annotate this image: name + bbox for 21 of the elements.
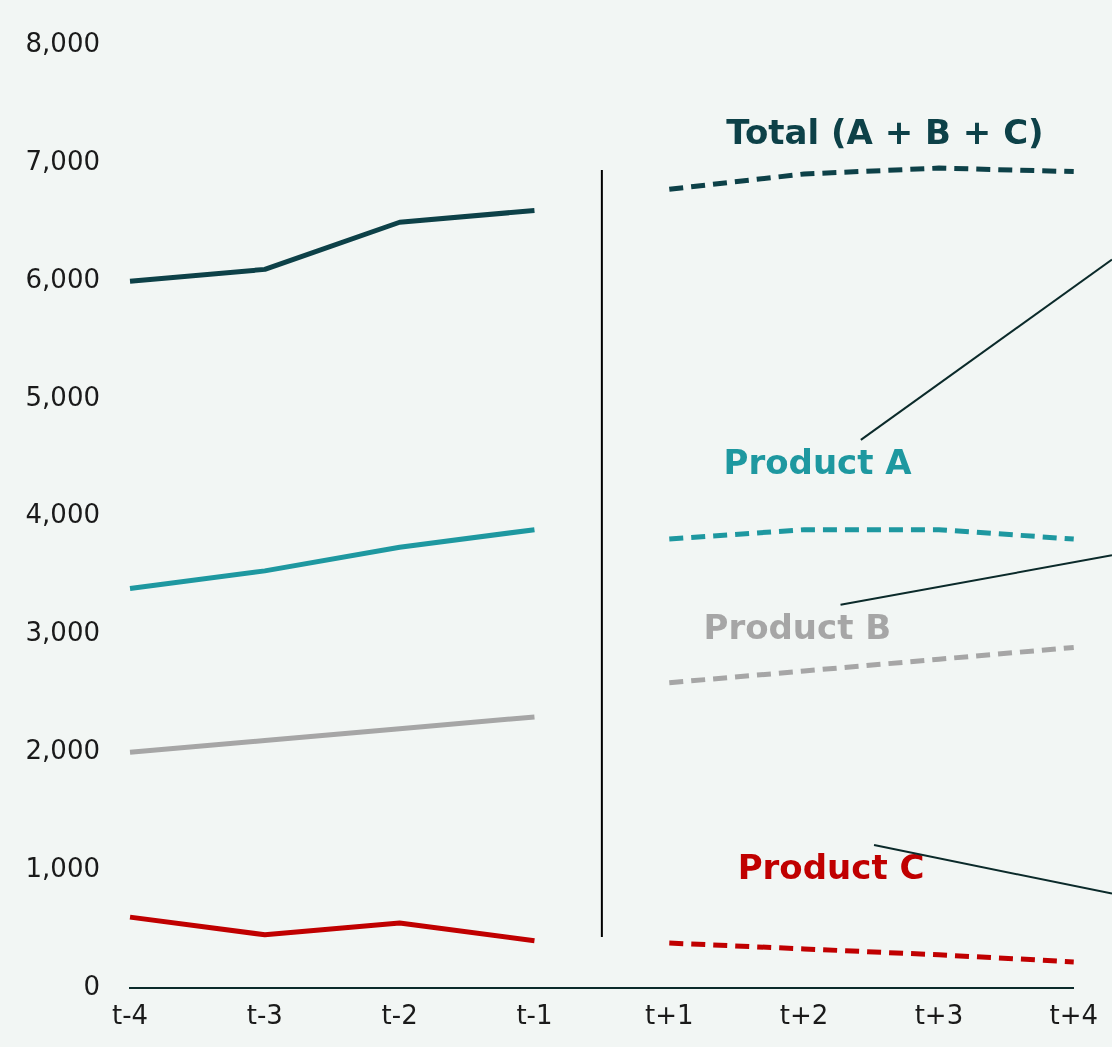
- x-tick-label: t+4: [1049, 1000, 1098, 1031]
- x-tick-label: t-1: [516, 1000, 553, 1031]
- x-tick-label: t-3: [246, 1000, 283, 1031]
- y-tick-label: 2,000: [25, 735, 100, 765]
- x-tick-label: t+2: [779, 1000, 829, 1031]
- y-tick-label: 3,000: [25, 617, 100, 648]
- x-tick-label: t+1: [645, 1000, 694, 1031]
- y-tick-label: 6,000: [25, 263, 100, 294]
- text: Total (A + B + C): [726, 111, 1044, 152]
- x-tick-label: t-4: [111, 1000, 149, 1031]
- text: Product A: [723, 441, 913, 482]
- y-tick-label: 4,000: [25, 499, 100, 530]
- y-tick-label: 5,000: [25, 381, 100, 412]
- text: Product C: [737, 846, 925, 887]
- text: Product B: [703, 606, 892, 647]
- y-tick-label: 7,000: [25, 146, 100, 177]
- y-tick-label: 1,000: [25, 852, 100, 883]
- x-tick-label: t-2: [381, 1000, 418, 1031]
- x-tick-label: t+3: [914, 1000, 964, 1031]
- y-tick-label: 0: [83, 970, 100, 1001]
- y-tick-label: 8,000: [25, 28, 100, 59]
